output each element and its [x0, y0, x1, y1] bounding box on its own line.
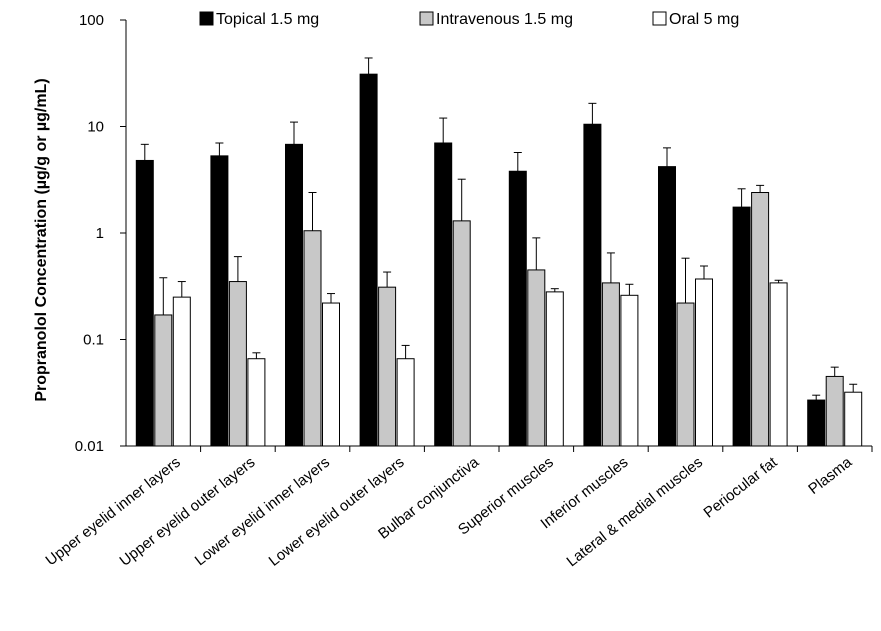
- category-label: Periocular fat: [700, 453, 781, 521]
- bar: [135, 159, 154, 447]
- bar: [807, 399, 826, 447]
- y-tick-label: 1: [96, 225, 104, 242]
- legend-swatch: [199, 11, 214, 26]
- legend-label: Topical 1.5 mg: [216, 11, 319, 28]
- bar: [172, 296, 191, 447]
- legend-swatch: [419, 11, 434, 26]
- bar: [285, 143, 303, 447]
- y-tick-label: 0.1: [83, 332, 104, 349]
- category-label: Lower eyelid inner layers: [192, 454, 333, 570]
- bars: [135, 73, 863, 447]
- bar: [527, 269, 546, 447]
- category-label: Plasma: [805, 453, 855, 498]
- axes: [125, 20, 873, 452]
- bar: [751, 192, 770, 447]
- bar: [732, 206, 751, 447]
- legend: Topical 1.5 mg Intravenous 1.5 mg Oral 5 m…: [199, 11, 739, 28]
- legend-swatch: [652, 11, 667, 26]
- bar: [844, 391, 863, 447]
- bar: [676, 302, 695, 447]
- category-label: Upper eyelid inner layers: [43, 454, 184, 570]
- category-label: Lower eyelid outer layers: [266, 454, 408, 570]
- bar: [658, 166, 676, 447]
- bar: [545, 291, 564, 447]
- bar: [303, 230, 322, 447]
- bar: [322, 302, 340, 447]
- bar: [508, 170, 527, 447]
- bar: [583, 123, 602, 447]
- category-label: Upper eyelid outer layers: [116, 454, 258, 570]
- bar: [247, 358, 266, 447]
- bar: [601, 282, 620, 447]
- bar: [769, 282, 788, 447]
- bar: [378, 286, 397, 447]
- y-axis-title: Propranolol Concentration (µg/g or µg/mL…: [33, 78, 50, 401]
- legend-label: Oral 5 mg: [669, 11, 739, 28]
- category-label: Lateral & medial muscles: [563, 454, 706, 571]
- bar: [695, 278, 713, 447]
- bar: [396, 358, 415, 447]
- error-bars: [140, 57, 858, 401]
- y-tick-label: 10: [87, 119, 104, 136]
- y-axis-ticks: 0.01 0.1 1 10 100: [75, 12, 126, 455]
- y-tick-label: 100: [79, 12, 104, 29]
- bar: [452, 220, 471, 447]
- legend-label: Intravenous 1.5 mg: [436, 11, 573, 28]
- bar: [210, 155, 229, 447]
- bar: [359, 73, 378, 447]
- y-tick-label: 0.01: [75, 438, 104, 455]
- bar: [434, 142, 453, 447]
- bar: [154, 314, 173, 447]
- bar: [620, 294, 639, 447]
- bar: [228, 281, 247, 447]
- bar: [825, 375, 844, 447]
